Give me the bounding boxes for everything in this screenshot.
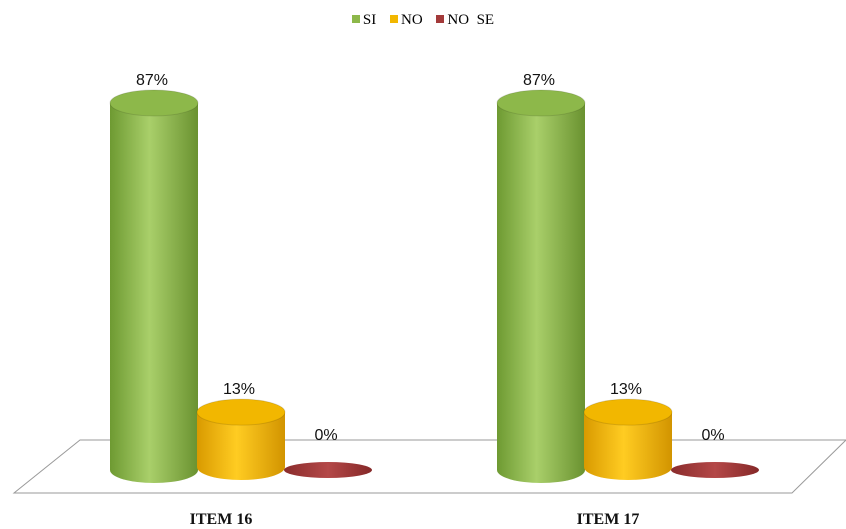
data-label-item-16-no: 13% [223, 381, 255, 398]
bar-item-16-si-top [109, 89, 199, 117]
bar-item-17-si-top [496, 89, 586, 117]
bar-item-16-si [110, 103, 198, 483]
data-label-item-16-no-se: 0% [314, 427, 337, 444]
legend-item-no: NO [390, 12, 423, 29]
bar-item-17-no [584, 412, 672, 480]
bar-item-17-no-se [671, 462, 759, 478]
data-label-item-17-no-se: 0% [701, 427, 724, 444]
legend-swatch-si [351, 15, 360, 23]
legend-item-no-se: NO SE [436, 12, 494, 29]
legend-label-no-se: NO SE [447, 12, 495, 28]
category-label-item-16: ITEM 16 [190, 511, 253, 528]
chart-legend: SI NO NO SE [0, 12, 846, 29]
bar-item-17-no-top [583, 398, 673, 426]
category-label-item-17: ITEM 17 [577, 511, 640, 528]
chart-marks: 87% 13% 0% ITEM 16 87% 13% 0% ITEM 17 [109, 72, 759, 528]
legend-swatch-no [390, 15, 398, 23]
data-label-item-17-no: 13% [610, 381, 642, 398]
data-label-item-17-si: 87% [523, 72, 555, 89]
bar-item-16-no-se [284, 462, 372, 478]
legend-swatch-no-se [436, 15, 445, 23]
bar-item-16-no-top [196, 398, 286, 426]
legend-label-si: SI [362, 12, 377, 28]
bar-item-16-no [197, 412, 285, 480]
data-label-item-16-si: 87% [136, 72, 168, 89]
legend-label-no: NO [401, 12, 423, 28]
bar-item-17-si [497, 103, 585, 483]
legend-item-si: SI [351, 12, 377, 29]
